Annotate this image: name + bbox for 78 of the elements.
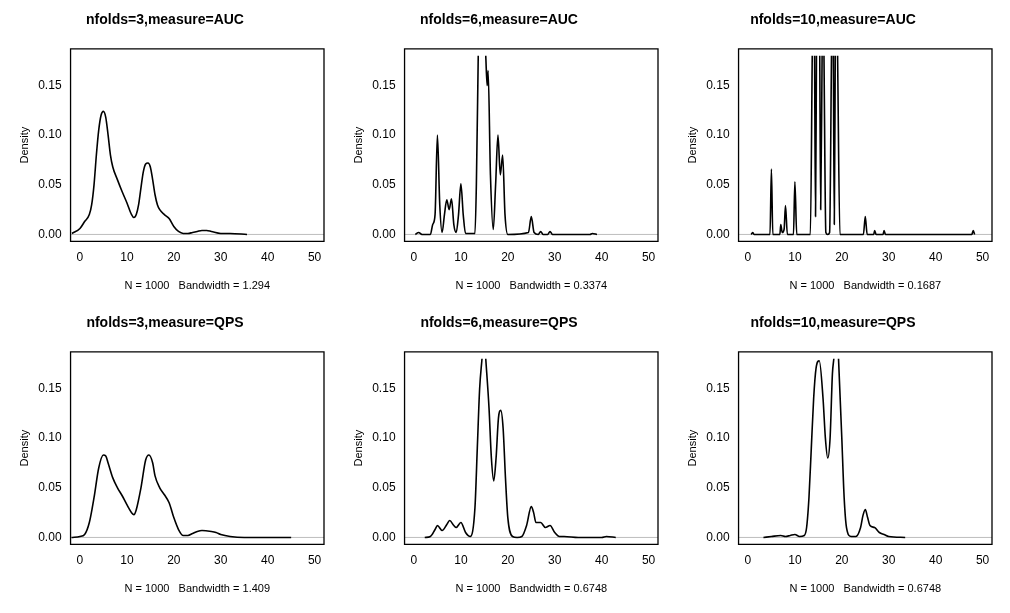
x-axis-title: N = 1000 Bandwidth = 0.1687 xyxy=(789,279,942,292)
x-tick-label: 10 xyxy=(454,249,468,264)
x-tick-label: 50 xyxy=(641,249,656,264)
y-axis-title: Density xyxy=(351,126,364,164)
chart-title: nfolds=10,measure=QPS xyxy=(750,314,916,331)
x-axis-title: N = 1000 Bandwidth = 0.6748 xyxy=(455,582,608,595)
x-axis-title: N = 1000 Bandwidth = 0.3374 xyxy=(455,279,608,292)
y-tick-label: 0.10 xyxy=(372,430,396,445)
x-tick-label: 40 xyxy=(595,249,609,264)
x-tick-label: 10 xyxy=(788,552,802,567)
chart-title: nfolds=10,measure=AUC xyxy=(750,11,916,28)
chart-title: nfolds=3,measure=AUC xyxy=(86,11,244,28)
x-tick-label: 30 xyxy=(548,552,562,567)
y-tick-label: 0.10 xyxy=(706,127,730,142)
chart-title: nfolds=6,measure=AUC xyxy=(420,11,578,28)
x-tick-label: 40 xyxy=(261,249,275,264)
y-tick-label: 0.05 xyxy=(706,480,730,495)
y-tick-label: 0.00 xyxy=(38,226,62,241)
x-tick-label: 0 xyxy=(744,249,752,264)
x-axis-title: N = 1000 Bandwidth = 1.294 xyxy=(124,279,271,292)
y-tick-label: 0.00 xyxy=(706,529,730,544)
x-tick-label: 30 xyxy=(214,552,228,567)
x-tick-label: 0 xyxy=(410,249,418,264)
x-tick-label: 0 xyxy=(76,249,84,264)
x-tick-label: 50 xyxy=(641,552,656,567)
y-tick-label: 0.05 xyxy=(706,177,730,192)
y-axis-title: Density xyxy=(17,126,30,164)
x-tick-label: 20 xyxy=(501,249,515,264)
y-tick-label: 0.00 xyxy=(38,529,62,544)
y-tick-label: 0.15 xyxy=(706,77,730,92)
x-tick-label: 30 xyxy=(214,249,228,264)
x-tick-label: 30 xyxy=(882,552,896,567)
x-tick-label: 50 xyxy=(307,552,322,567)
x-axis-title: N = 1000 Bandwidth = 0.6748 xyxy=(789,582,942,595)
y-tick-label: 0.15 xyxy=(372,380,396,395)
x-tick-label: 10 xyxy=(454,552,468,567)
y-tick-label: 0.15 xyxy=(38,77,62,92)
y-tick-label: 0.10 xyxy=(706,430,730,445)
x-tick-label: 0 xyxy=(410,552,418,567)
y-tick-label: 0.10 xyxy=(372,127,396,142)
y-tick-label: 0.10 xyxy=(38,127,62,142)
x-tick-label: 30 xyxy=(882,249,896,264)
x-tick-label: 20 xyxy=(835,249,849,264)
y-tick-label: 0.05 xyxy=(372,177,396,192)
y-tick-label: 0.10 xyxy=(38,430,62,445)
chart-title: nfolds=3,measure=QPS xyxy=(86,314,244,331)
x-tick-label: 40 xyxy=(929,249,943,264)
y-tick-label: 0.00 xyxy=(372,529,396,544)
x-tick-label: 0 xyxy=(744,552,752,567)
y-tick-label: 0.15 xyxy=(706,380,730,395)
y-axis-title: Density xyxy=(351,429,364,467)
x-tick-label: 40 xyxy=(595,552,609,567)
y-axis-title: Density xyxy=(685,126,698,164)
x-axis-title: N = 1000 Bandwidth = 1.409 xyxy=(124,582,271,595)
y-tick-label: 0.05 xyxy=(38,177,62,192)
y-tick-label: 0.15 xyxy=(38,380,62,395)
y-tick-label: 0.00 xyxy=(372,226,396,241)
x-tick-label: 30 xyxy=(548,249,562,264)
x-tick-label: 50 xyxy=(975,552,990,567)
x-tick-label: 20 xyxy=(835,552,849,567)
x-tick-label: 20 xyxy=(167,552,181,567)
x-tick-label: 50 xyxy=(307,249,322,264)
y-tick-label: 0.05 xyxy=(38,480,62,495)
y-tick-label: 0.15 xyxy=(372,77,396,92)
x-tick-label: 10 xyxy=(120,552,134,567)
chart-title: nfolds=6,measure=QPS xyxy=(420,314,578,331)
x-tick-label: 20 xyxy=(501,552,515,567)
y-axis-title: Density xyxy=(17,429,30,467)
y-tick-label: 0.00 xyxy=(706,226,730,241)
x-tick-label: 40 xyxy=(929,552,943,567)
y-tick-label: 0.05 xyxy=(372,480,396,495)
x-tick-label: 50 xyxy=(975,249,990,264)
x-tick-label: 10 xyxy=(120,249,134,264)
x-tick-label: 10 xyxy=(788,249,802,264)
x-tick-label: 0 xyxy=(76,552,84,567)
x-tick-label: 40 xyxy=(261,552,275,567)
y-axis-title: Density xyxy=(685,429,698,467)
x-tick-label: 20 xyxy=(167,249,181,264)
